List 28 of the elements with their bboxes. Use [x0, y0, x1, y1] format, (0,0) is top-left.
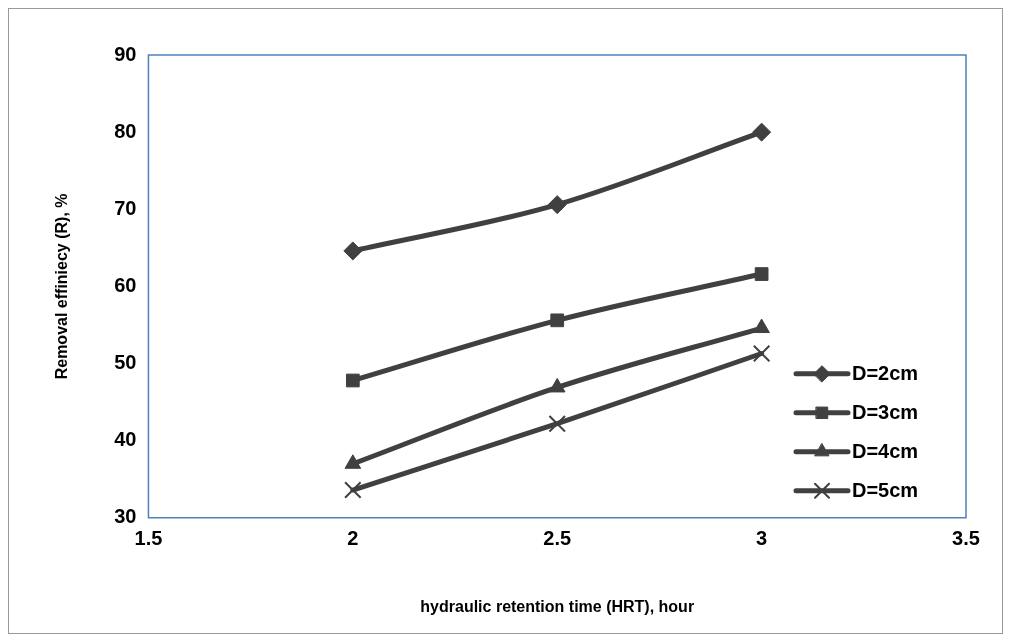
x-axis-title: hydraulic retention time (HRT), hour: [420, 597, 695, 615]
point: [345, 373, 360, 388]
point: [754, 267, 769, 281]
x-tick-label: 3.5: [952, 527, 980, 550]
y-tick-label: 70: [114, 196, 137, 219]
y-tick-label: 90: [114, 42, 137, 65]
point: [548, 414, 566, 433]
point: [752, 344, 771, 363]
x-tick-label: 2.5: [543, 527, 572, 550]
y-tick-label: 60: [114, 273, 137, 296]
point: [344, 481, 362, 499]
y-tick-label: 80: [114, 119, 137, 142]
point: [343, 241, 363, 261]
legend-label: D=4cm: [852, 440, 919, 463]
x-tick-label: 3: [756, 527, 768, 550]
y-axis-title: Removal effiniecy (R), %: [53, 193, 71, 380]
y-tick-label: 30: [114, 505, 137, 528]
point: [753, 318, 770, 334]
x-tick-label: 1.5: [134, 527, 163, 550]
legend-label: D=5cm: [852, 479, 919, 502]
point: [547, 195, 567, 215]
legend-label: D=2cm: [852, 362, 919, 385]
point: [752, 122, 772, 142]
legend-label: D=3cm: [852, 401, 919, 424]
x-tick-label: 2: [347, 527, 359, 550]
point: [550, 313, 565, 328]
y-tick-label: 40: [114, 428, 137, 451]
y-tick-label: 50: [114, 351, 137, 374]
